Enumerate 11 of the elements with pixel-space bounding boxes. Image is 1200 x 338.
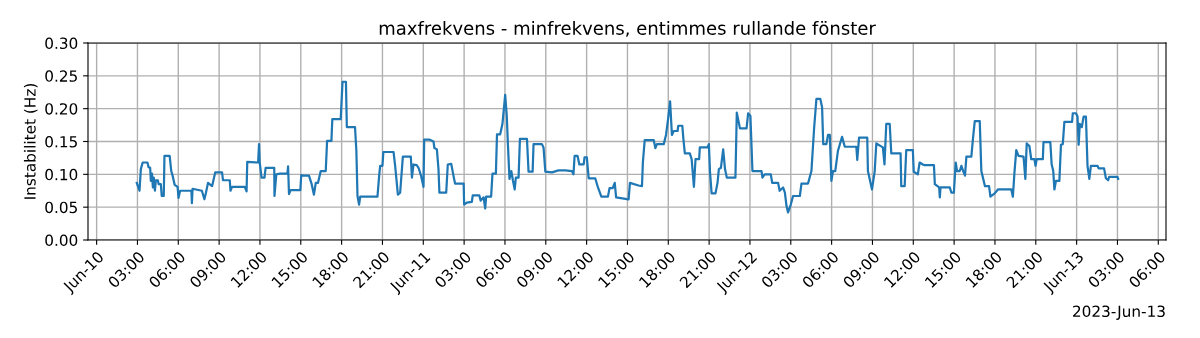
y-axis-title: Instabilitet (Hz) bbox=[23, 84, 38, 199]
chart-title: maxfrekvens - minfrekvens, entimmes rullande fönster bbox=[379, 20, 876, 37]
y-tick-label: 0.30 bbox=[45, 37, 78, 50]
text: 2023-Jun-13 bbox=[1073, 305, 1165, 320]
y-tick-label: 0.10 bbox=[45, 168, 78, 181]
y-tick-label: 0.15 bbox=[45, 135, 77, 148]
y-tick-label: 0.25 bbox=[45, 70, 77, 82]
y-tick-label: 0.05 bbox=[45, 201, 77, 214]
y-tick-label: 0.00 bbox=[45, 234, 78, 247]
y-tick-label: 0.20 bbox=[45, 103, 78, 115]
line-series bbox=[135, 80, 1120, 214]
